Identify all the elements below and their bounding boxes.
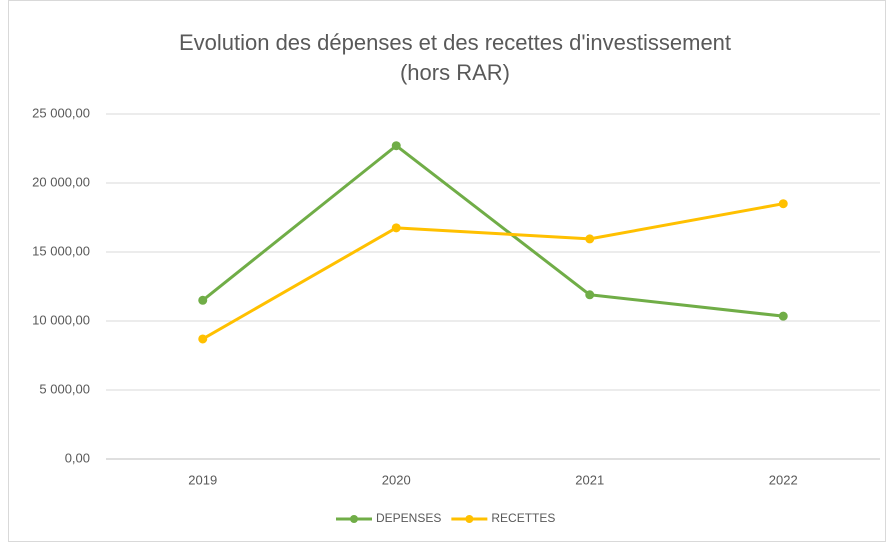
x-tick-label: 2020 (382, 472, 411, 487)
series-line (202, 202, 784, 341)
y-tick-label: 0,00 (65, 450, 90, 465)
chart-title: (hors RAR) (400, 60, 510, 85)
x-tick-label: 2022 (769, 472, 798, 487)
legend-marker (465, 515, 474, 523)
y-tick-label: 25 000,00 (32, 105, 90, 120)
data-point (391, 141, 401, 151)
data-point (585, 234, 595, 244)
data-point (778, 311, 788, 321)
legend-label: DEPENSES (376, 511, 441, 525)
y-tick-label: 20 000,00 (32, 174, 90, 189)
legend-label: RECETTES (491, 511, 555, 525)
data-point (198, 295, 208, 305)
chart-frame (8, 0, 886, 542)
y-tick-label: 15 000,00 (32, 243, 90, 258)
chart-title: Evolution des dépenses et des recettes d… (179, 30, 731, 55)
data-point (778, 199, 788, 209)
data-point (585, 290, 595, 300)
y-tick-label: 10 000,00 (32, 312, 90, 327)
x-tick-label: 2019 (188, 472, 217, 487)
y-tick-label: 5 000,00 (39, 381, 90, 396)
x-tick-label: 2021 (575, 472, 604, 487)
legend-marker (350, 515, 358, 523)
data-point (198, 334, 208, 344)
data-point (391, 223, 401, 233)
series-line (201, 144, 784, 318)
